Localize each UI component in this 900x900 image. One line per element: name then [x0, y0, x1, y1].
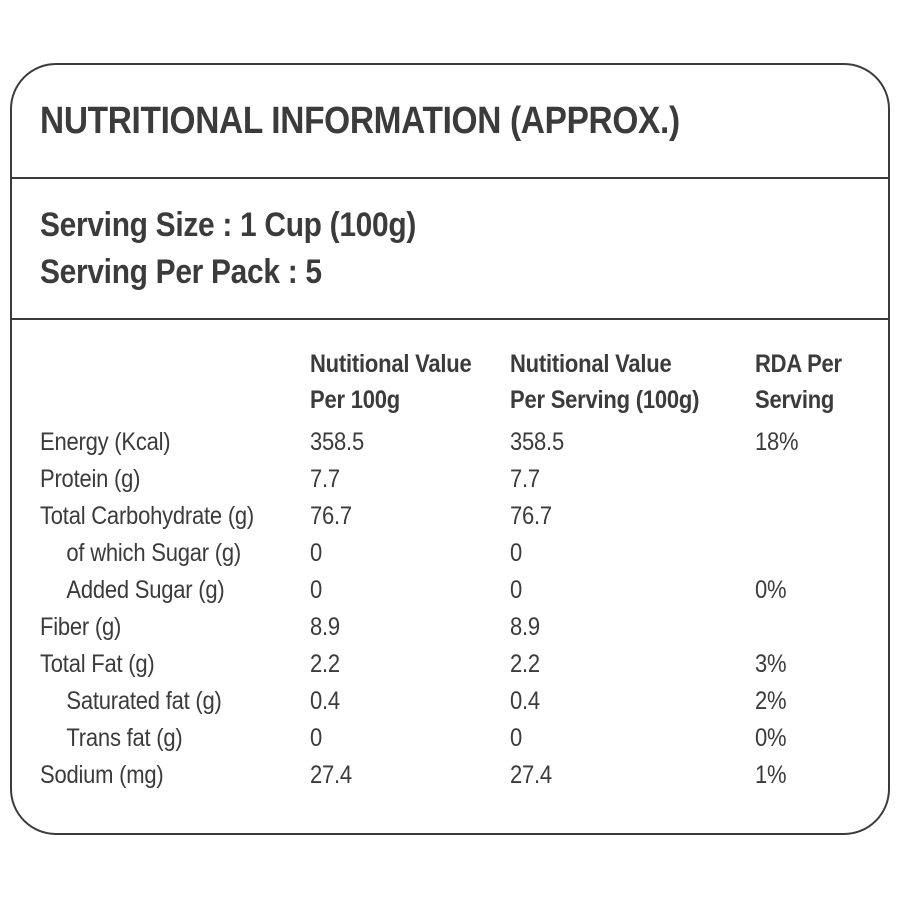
table-row: Total Carbohydrate (g) 76.7 76.7 — [40, 498, 872, 535]
serving-per-pack-text: Serving Per Pack : 5 — [40, 252, 322, 291]
value-per-100g: 0.4 — [310, 687, 340, 715]
column-header-nutrient — [40, 346, 310, 418]
value-per-serving: 0 — [510, 539, 523, 567]
value-per-100g: 0 — [310, 724, 323, 752]
value-rda: 0% — [755, 576, 787, 604]
header-line: Per Serving (100g) — [510, 386, 700, 414]
header-line: Per 100g — [310, 386, 400, 414]
nutrient-label: Added Sugar (g) — [66, 576, 225, 604]
table-row: Added Sugar (g) 0 0 0% — [40, 572, 872, 609]
value-per-serving: 0.4 — [510, 687, 540, 715]
header-line: RDA Per — [755, 350, 842, 378]
nutrient-label: Energy (Kcal) — [40, 428, 171, 456]
serving-size-text: Serving Size : 1 Cup (100g) — [40, 205, 416, 244]
nutrient-label: Sodium (mg) — [40, 761, 164, 789]
nutrient-label: Total Fat (g) — [40, 650, 155, 678]
table-row: Saturated fat (g) 0.4 0.4 2% — [40, 683, 872, 720]
value-per-serving: 358.5 — [510, 428, 564, 456]
nutrient-label: Trans fat (g) — [66, 724, 183, 752]
header-line: Serving — [755, 386, 835, 414]
value-per-serving: 27.4 — [510, 761, 552, 789]
value-per-100g: 76.7 — [310, 502, 352, 530]
value-per-serving: 0 — [510, 724, 523, 752]
value-per-100g: 0 — [310, 539, 323, 567]
value-rda — [755, 535, 858, 572]
value-per-serving: 0 — [510, 576, 523, 604]
nutrient-label: Protein (g) — [40, 465, 141, 493]
title-section: NUTRITIONAL INFORMATION (APPROX.) — [12, 65, 888, 179]
nutrient-label: of which Sugar (g) — [66, 539, 241, 567]
value-rda: 2% — [755, 687, 787, 715]
value-per-100g: 0 — [310, 576, 323, 604]
column-header-per-serving: Nutitional Value Per Serving (100g) — [510, 346, 726, 418]
table-row: Total Fat (g) 2.2 2.2 3% — [40, 646, 872, 683]
value-rda — [755, 498, 858, 535]
value-per-serving: 2.2 — [510, 650, 540, 678]
value-rda: 18% — [755, 428, 799, 456]
nutrient-label: Saturated fat (g) — [66, 687, 222, 715]
value-per-100g: 7.7 — [310, 465, 340, 493]
serving-section: Serving Size : 1 Cup (100g) Serving Per … — [12, 179, 888, 320]
page-title: NUTRITIONAL INFORMATION (APPROX.) — [40, 99, 680, 142]
value-rda: 0% — [755, 724, 787, 752]
value-per-serving: 76.7 — [510, 502, 552, 530]
value-rda — [755, 609, 858, 646]
header-line: Nutitional Value — [510, 350, 672, 378]
table-row: Fiber (g) 8.9 8.9 — [40, 609, 872, 646]
value-rda — [755, 461, 858, 498]
value-per-100g: 2.2 — [310, 650, 340, 678]
value-per-serving: 8.9 — [510, 613, 540, 641]
value-rda: 1% — [755, 761, 787, 789]
nutrient-label: Total Carbohydrate (g) — [40, 502, 255, 530]
column-header-per-100g: Nutitional Value Per 100g — [310, 346, 486, 418]
value-per-100g: 358.5 — [310, 428, 364, 456]
table-row: Sodium (mg) 27.4 27.4 1% — [40, 757, 872, 794]
table-row: Energy (Kcal) 358.5 358.5 18% — [40, 424, 872, 461]
header-line: Nutitional Value — [310, 350, 472, 378]
table-row: Trans fat (g) 0 0 0% — [40, 720, 872, 757]
table-row: of which Sugar (g) 0 0 — [40, 535, 872, 572]
column-header-rda: RDA Per Serving — [755, 346, 858, 418]
value-per-serving: 7.7 — [510, 465, 540, 493]
value-per-100g: 8.9 — [310, 613, 340, 641]
table-header-row: Nutitional Value Per 100g Nutitional Val… — [40, 346, 872, 418]
table-row: Protein (g) 7.7 7.7 — [40, 461, 872, 498]
nutrition-label-box: NUTRITIONAL INFORMATION (APPROX.) Servin… — [10, 63, 890, 835]
nutrient-label: Fiber (g) — [40, 613, 122, 641]
nutrition-table: Nutitional Value Per 100g Nutitional Val… — [12, 320, 888, 833]
value-per-100g: 27.4 — [310, 761, 352, 789]
value-rda: 3% — [755, 650, 787, 678]
